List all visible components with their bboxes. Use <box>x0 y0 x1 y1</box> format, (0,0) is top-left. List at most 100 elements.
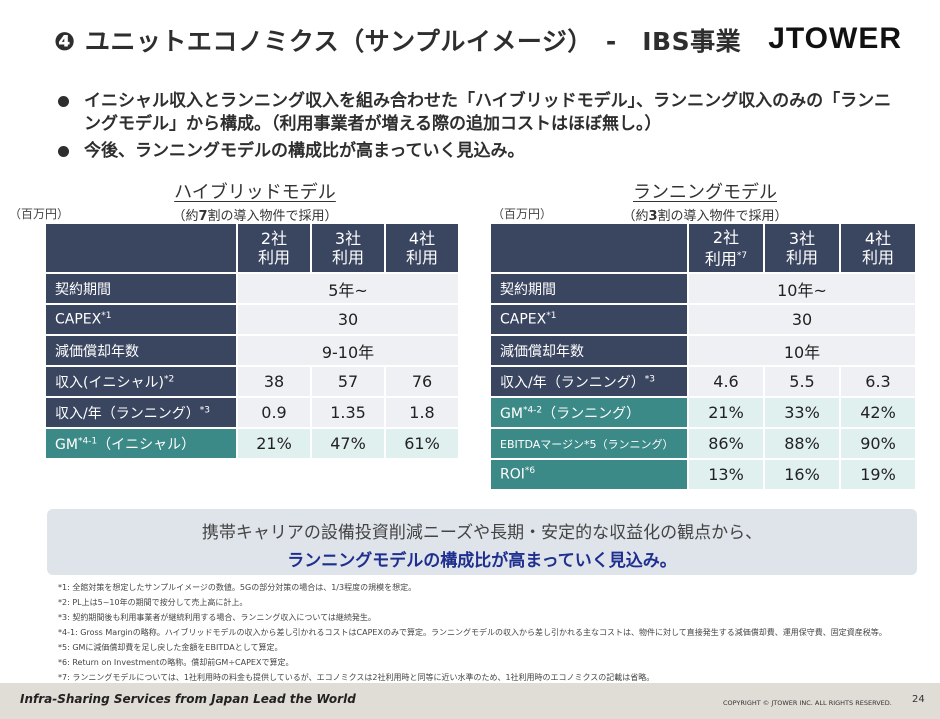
hybrid-model-name: ハイブリッドモデル <box>174 182 336 203</box>
bullet-dot-icon <box>58 146 69 157</box>
row-label: CAPEX*1 <box>491 305 687 334</box>
footer-bar <box>0 683 940 719</box>
row-label: CAPEX*1 <box>46 305 236 334</box>
value-cell: 16% <box>765 460 839 489</box>
value-cell: 19% <box>841 460 915 489</box>
table-row: GM*4-2（ランニング） 21% 33% 42% <box>491 398 915 427</box>
bullet-text: イニシャル収入とランニング収入を組み合わせた「ハイブリッドモデル」、ランニング収… <box>84 91 892 134</box>
running-model-name: ランニングモデル <box>633 182 777 203</box>
merged-value-cell: 30 <box>238 305 458 334</box>
column-header: 3社 利用 <box>312 224 384 272</box>
footnote-ref: *3 <box>644 373 655 384</box>
column-header: 2社 利用 <box>238 224 310 272</box>
bullet-item: イニシャル収入とランニング収入を組み合わせた「ハイブリッドモデル」、ランニング収… <box>58 90 898 136</box>
footnote-item: *5: GMに減価償却費を足し戻した金額をEBITDAとして算定。 <box>58 643 283 652</box>
value-cell: 4.6 <box>689 367 763 396</box>
bullet-item: 今後、ランニングモデルの構成比が高まっていく見込み。 <box>58 140 898 163</box>
value-cell: 1.8 <box>386 398 458 427</box>
bullet-dot-icon <box>58 96 69 107</box>
footnote-ref: *4-1 <box>77 435 98 446</box>
value-cell: 38 <box>238 367 310 396</box>
company-logo: JTOWER <box>768 22 902 55</box>
table-row: 減価償却年数 10年 <box>491 336 915 365</box>
row-label: 収入(イニシャル)*2 <box>46 367 236 396</box>
value-cell: 0.9 <box>238 398 310 427</box>
column-header: 2社 利用*7 <box>689 224 763 272</box>
value-cell: 6.3 <box>841 367 915 396</box>
value-cell: 21% <box>689 398 763 427</box>
table-row: 減価償却年数 9-10年 <box>46 336 458 365</box>
row-label: 減価償却年数 <box>491 336 687 365</box>
bullet-text: 今後、ランニングモデルの構成比が高まっていく見込み。 <box>84 141 525 161</box>
running-header-row: 2社 利用*7 3社 利用 4社 利用 <box>491 224 915 272</box>
unit-label-running: （百万円） <box>492 207 553 221</box>
value-cell: 33% <box>765 398 839 427</box>
footnote-item: *4-1: Gross Marginの略称。ハイブリッドモデルの収入から差し引か… <box>58 628 887 637</box>
page-title: ❹ ユニットエコノミクス（サンプルイメージ） - IBS事業 <box>54 27 742 56</box>
value-cell: 42% <box>841 398 915 427</box>
table-row: 収入/年（ランニング）*3 4.6 5.5 6.3 <box>491 367 915 396</box>
value-cell: 88% <box>765 429 839 458</box>
value-cell: 13% <box>689 460 763 489</box>
running-table: 2社 利用*7 3社 利用 4社 利用 契約期間 10年~ CAPEX*1 30 減価償却年数 10年… <box>489 222 917 491</box>
row-label: GM*4-1（イニシャル） <box>46 429 236 458</box>
footnote-item: *7: ランニングモデルについては、1社利用時の料金も提供しているが、エコノミク… <box>58 673 655 682</box>
hybrid-model-sub: （約7割の導入物件で採用） <box>172 209 338 224</box>
running-corner-cell <box>491 224 687 272</box>
row-label: 減価償却年数 <box>46 336 236 365</box>
table-row: 収入(イニシャル)*2 38 57 76 <box>46 367 458 396</box>
footnote-ref: *2 <box>163 373 175 384</box>
table-row: ROI*6 13% 16% 19% <box>491 460 915 489</box>
row-label: 契約期間 <box>491 274 687 303</box>
footnote-item: *6: Return on Investmentの略称。償却前GM÷CAPEXで… <box>58 658 294 667</box>
value-cell: 76 <box>386 367 458 396</box>
value-cell: 90% <box>841 429 915 458</box>
value-cell: 61% <box>386 429 458 458</box>
row-label: EBITDAマージン*5（ランニング） <box>491 429 687 458</box>
footnote-ref: *6 <box>524 466 536 477</box>
summary-callout: 携帯キャリアの設備投資削減ニーズや長期・安定的な収益化の観点から、 ランニングモ… <box>47 509 917 575</box>
column-header: 4社 利用 <box>841 224 915 272</box>
footer-copyright: COPYRIGHT © JTOWER INC. ALL RIGHTS RESER… <box>723 699 892 707</box>
footnote-ref: *3 <box>199 404 210 415</box>
merged-value-cell: 10年~ <box>689 274 915 303</box>
value-cell: 86% <box>689 429 763 458</box>
value-cell: 1.35 <box>312 398 384 427</box>
value-cell: 5.5 <box>765 367 839 396</box>
table-row: EBITDAマージン*5（ランニング） 86% 88% 90% <box>491 429 915 458</box>
bullet-list: イニシャル収入とランニング収入を組み合わせた「ハイブリッドモデル」、ランニング収… <box>58 90 898 167</box>
footnote-item: *3: 契約期間後も利用事業者が継続利用する場合、ランニング収入については継続発… <box>58 613 376 622</box>
table-row: 契約期間 5年~ <box>46 274 458 303</box>
running-heading: ランニングモデル （約3割の導入物件で採用） <box>600 178 810 224</box>
merged-value-cell: 10年 <box>689 336 915 365</box>
table-row: 収入/年（ランニング）*3 0.9 1.35 1.8 <box>46 398 458 427</box>
value-cell: 57 <box>312 367 384 396</box>
merged-value-cell: 30 <box>689 305 915 334</box>
row-label: GM*4-2（ランニング） <box>491 398 687 427</box>
footer-tagline: Infra-Sharing Services from Japan Lead t… <box>20 692 356 706</box>
table-row: 契約期間 10年~ <box>491 274 915 303</box>
table-row: CAPEX*1 30 <box>46 305 458 334</box>
running-model-sub: （約3割の導入物件で採用） <box>622 209 788 224</box>
callout-line-2: ランニングモデルの構成比が高まっていく見込み。 <box>287 551 677 571</box>
merged-value-cell: 5年~ <box>238 274 458 303</box>
footnote-ref: *1 <box>101 311 112 322</box>
row-label: 契約期間 <box>46 274 236 303</box>
footnote-item: *1: 全館対策を想定したサンプルイメージの数値。5Gの部分対策の場合は、1/3… <box>58 583 417 592</box>
footnote-ref: *7 <box>736 250 748 261</box>
row-label: 収入/年（ランニング）*3 <box>491 367 687 396</box>
row-label: 収入/年（ランニング）*3 <box>46 398 236 427</box>
hybrid-heading: ハイブリッドモデル （約7割の導入物件で採用） <box>150 178 360 224</box>
page-number: 24 <box>912 694 925 705</box>
footnote-ref: *4-2 <box>522 404 543 415</box>
footnote-ref: *1 <box>546 311 557 322</box>
row-label: ROI*6 <box>491 460 687 489</box>
callout-line-1: 携帯キャリアの設備投資削減ニーズや長期・安定的な収益化の観点から、 <box>201 523 763 543</box>
column-header: 4社 利用 <box>386 224 458 272</box>
footnote-item: *2: PL上は5~10年の期間で按分して売上高に計上。 <box>58 598 248 607</box>
hybrid-corner-cell <box>46 224 236 272</box>
hybrid-header-row: 2社 利用 3社 利用 4社 利用 <box>46 224 458 272</box>
merged-value-cell: 9-10年 <box>238 336 458 365</box>
unit-label-hybrid: （百万円） <box>9 207 70 221</box>
value-cell: 21% <box>238 429 310 458</box>
